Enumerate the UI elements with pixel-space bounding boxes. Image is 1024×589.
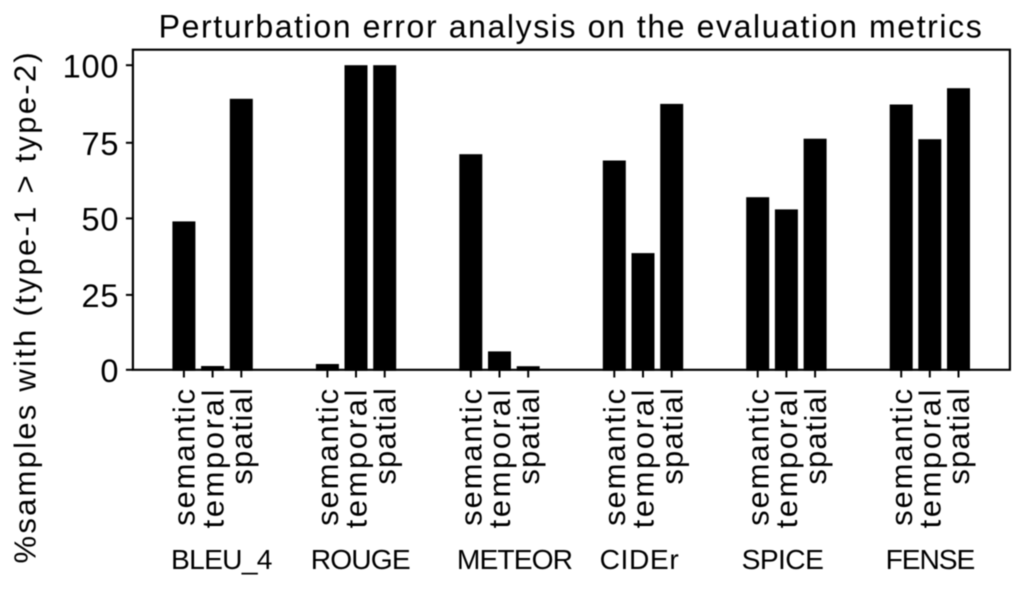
svg-text:75: 75 xyxy=(82,126,120,162)
svg-text:semantic: semantic xyxy=(884,387,919,526)
svg-text:100: 100 xyxy=(63,49,120,85)
svg-text:%samples with (type-1 > type-2: %samples with (type-1 > type-2) xyxy=(8,50,43,563)
svg-text:spatial: spatial xyxy=(941,387,976,485)
svg-text:temporal: temporal xyxy=(195,387,230,528)
svg-text:CIDEr: CIDEr xyxy=(600,543,680,575)
svg-text:0: 0 xyxy=(100,353,119,389)
svg-text:SPICE: SPICE xyxy=(742,543,824,575)
svg-text:25: 25 xyxy=(82,278,120,314)
svg-text:spatial: spatial xyxy=(224,387,259,485)
svg-text:semantic: semantic xyxy=(454,387,489,526)
svg-text:semantic: semantic xyxy=(310,387,345,526)
svg-text:temporal: temporal xyxy=(482,387,517,528)
svg-text:spatial: spatial xyxy=(511,387,546,485)
svg-text:ROUGE: ROUGE xyxy=(311,543,410,575)
svg-text:Perturbation error analysis on: Perturbation error analysis on the evalu… xyxy=(159,9,984,45)
svg-text:temporal: temporal xyxy=(626,387,661,528)
svg-text:semantic: semantic xyxy=(740,387,775,526)
svg-text:METEOR: METEOR xyxy=(457,543,573,575)
svg-text:BLEU_4: BLEU_4 xyxy=(171,543,272,575)
svg-text:FENSE: FENSE xyxy=(886,543,975,575)
svg-text:temporal: temporal xyxy=(913,387,948,528)
svg-text:spatial: spatial xyxy=(654,387,689,485)
svg-text:spatial: spatial xyxy=(798,387,833,485)
svg-text:50: 50 xyxy=(82,202,120,238)
svg-text:spatial: spatial xyxy=(367,387,402,485)
svg-text:semantic: semantic xyxy=(167,387,202,526)
svg-text:temporal: temporal xyxy=(339,387,374,528)
svg-text:semantic: semantic xyxy=(597,387,632,526)
svg-text:temporal: temporal xyxy=(769,387,804,528)
